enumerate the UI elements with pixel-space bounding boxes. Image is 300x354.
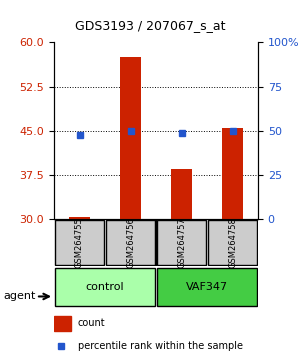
- FancyBboxPatch shape: [55, 268, 155, 306]
- Text: percentile rank within the sample: percentile rank within the sample: [78, 341, 243, 350]
- FancyBboxPatch shape: [208, 221, 257, 264]
- Bar: [171, 169, 192, 219]
- FancyBboxPatch shape: [106, 221, 155, 264]
- FancyBboxPatch shape: [157, 268, 257, 306]
- Text: GSM264755: GSM264755: [75, 217, 84, 268]
- Bar: [120, 57, 141, 219]
- Text: GDS3193 / 207067_s_at: GDS3193 / 207067_s_at: [75, 19, 225, 32]
- Bar: [69, 217, 90, 219]
- Bar: [222, 128, 243, 219]
- Text: GSM264756: GSM264756: [126, 217, 135, 268]
- Text: control: control: [86, 282, 124, 292]
- Text: VAF347: VAF347: [186, 282, 228, 292]
- FancyBboxPatch shape: [55, 221, 104, 264]
- Text: GSM264757: GSM264757: [177, 217, 186, 268]
- Bar: [54, 316, 71, 331]
- Text: count: count: [78, 318, 106, 329]
- Text: agent: agent: [3, 291, 35, 301]
- Text: GSM264758: GSM264758: [228, 217, 237, 268]
- FancyBboxPatch shape: [157, 221, 206, 264]
